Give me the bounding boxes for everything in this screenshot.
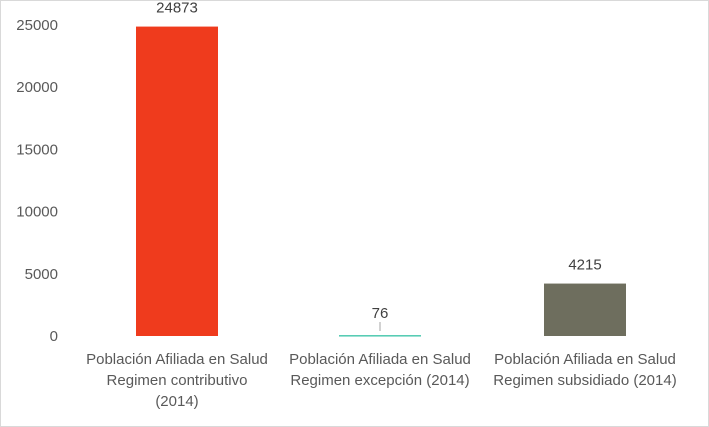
y-tick-label: 20000 [16, 79, 58, 96]
y-tick-label: 25000 [16, 17, 58, 34]
x-tick-label: Regimen subsidiado (2014) [493, 372, 676, 389]
x-tick-label: Población Afiliada en Salud [289, 351, 471, 368]
x-axis: Población Afiliada en Salud Regimen contr… [86, 351, 677, 410]
bar [339, 335, 421, 337]
bar [136, 26, 218, 336]
x-tick-label: Población Afiliada en Salud [86, 351, 268, 368]
x-tick-label: (2014) [155, 393, 198, 410]
bar [544, 283, 626, 336]
bars [136, 26, 626, 337]
y-tick-label: 0 [50, 328, 58, 345]
data-label: 24873 [156, 0, 198, 17]
data-label: 4215 [568, 257, 601, 274]
y-tick-label: 5000 [25, 266, 58, 283]
y-tick-label: 15000 [16, 141, 58, 158]
y-axis: 0 5000 10000 15000 20000 25000 [16, 17, 58, 345]
x-tick-label: Población Afiliada en Salud [494, 351, 676, 368]
x-tick-label: Regimen contributivo [107, 372, 248, 389]
x-tick-label: Regimen excepción (2014) [290, 372, 469, 389]
data-labels: 24873 76 4215 [156, 0, 602, 332]
data-label: 76 [372, 305, 389, 322]
y-tick-label: 10000 [16, 204, 58, 221]
